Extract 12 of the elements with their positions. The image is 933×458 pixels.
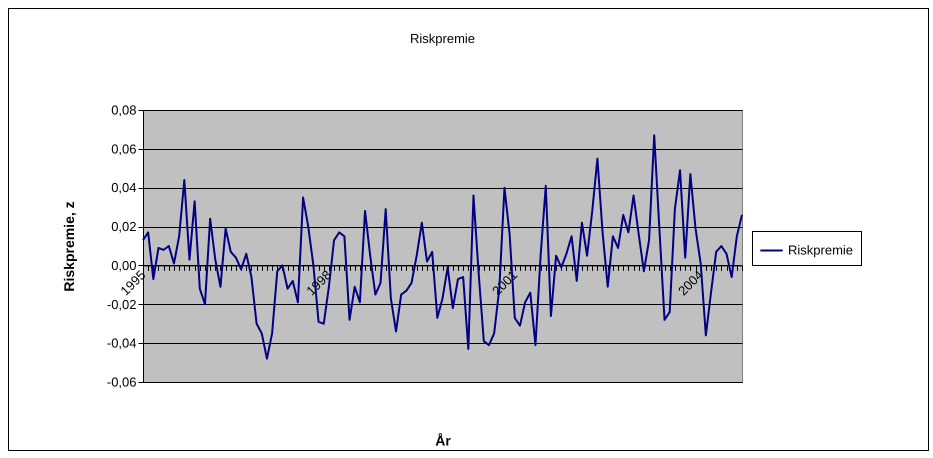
y-tick-label: 0,06 xyxy=(111,141,136,156)
y-tick-label: -0,06 xyxy=(106,374,136,390)
x-axis-title: År xyxy=(435,432,452,448)
y-axis-title: Riskpremie, z xyxy=(60,201,77,292)
y-tick-label: -0,04 xyxy=(106,336,136,351)
legend-label: Riskpremie xyxy=(788,242,854,258)
y-tick-label: -0,02 xyxy=(106,296,136,312)
y-tick-label: 0,00 xyxy=(111,258,136,273)
y-tick-label: 0,08 xyxy=(111,102,136,118)
chart-title: Riskpremie xyxy=(410,31,476,46)
y-tick-label: 0,02 xyxy=(111,219,136,234)
y-tick-label: 0,04 xyxy=(111,180,136,196)
